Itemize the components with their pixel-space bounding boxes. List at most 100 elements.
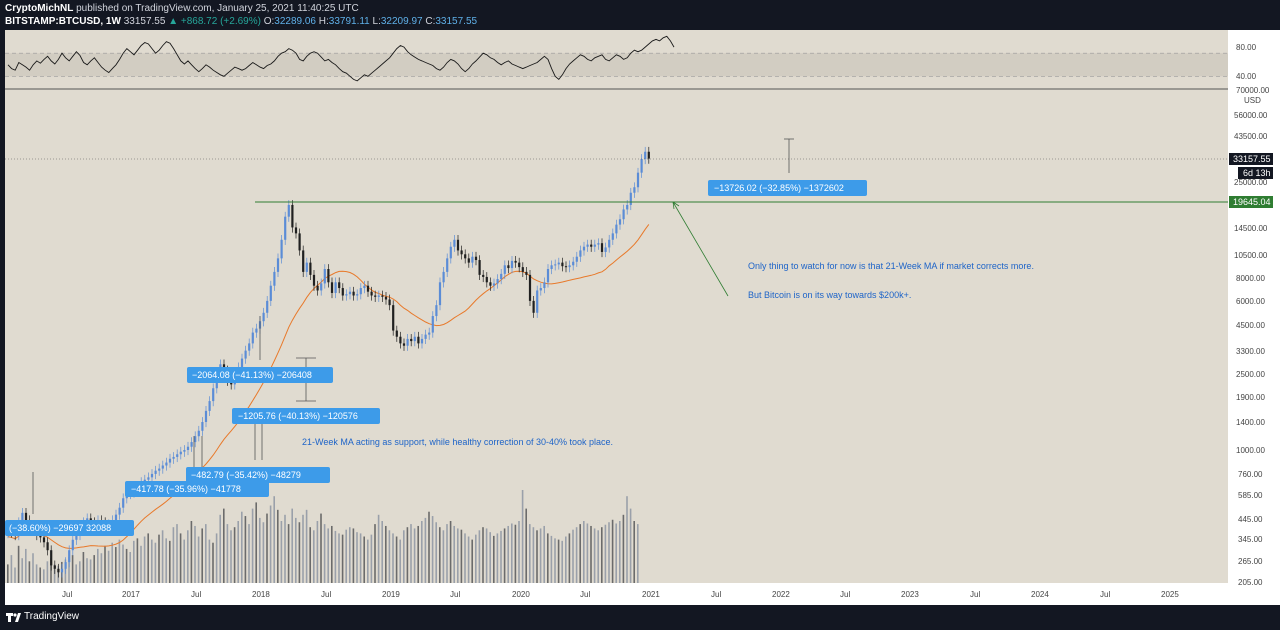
- volume-bar: [197, 536, 200, 583]
- badge-text-3: −1205.76 (−40.13%) −120576: [238, 411, 358, 421]
- volume-bar: [165, 538, 167, 583]
- candle-body: [68, 550, 71, 563]
- brand-name[interactable]: TradingView: [24, 611, 80, 622]
- candle-body: [154, 470, 157, 474]
- volume-bar: [28, 561, 31, 583]
- candle: [212, 383, 215, 407]
- candle-body: [626, 204, 629, 210]
- volume-bar: [237, 521, 239, 583]
- candle-body: [618, 219, 622, 225]
- candle-body: [496, 279, 499, 284]
- price-tick-56000: 56000.00: [1234, 111, 1268, 120]
- last-price-tag: 33157.55: [1233, 154, 1271, 164]
- candle: [154, 465, 157, 480]
- candle-body: [597, 243, 600, 245]
- candle: [316, 280, 319, 296]
- note-ma-watch: Only thing to watch for now is that 21-W…: [748, 261, 1034, 271]
- price-tick-4500: 4500.00: [1236, 321, 1265, 330]
- candle: [424, 329, 427, 345]
- volume-bar: [377, 514, 380, 583]
- candle: [597, 238, 600, 250]
- volume-bar: [280, 521, 283, 583]
- candle: [644, 146, 647, 165]
- candle: [186, 441, 190, 456]
- candle: [366, 280, 370, 297]
- candle-body: [600, 243, 604, 252]
- candle-body: [399, 336, 402, 344]
- volume-bar: [298, 522, 301, 583]
- candle-body: [359, 288, 362, 295]
- volume-bar: [111, 542, 113, 583]
- annotation-badge-4[interactable]: −482.79 (−35.42%) −48279: [186, 467, 330, 483]
- volume-bar: [590, 525, 592, 583]
- annotation-badge-5[interactable]: −417.78 (−35.96%) −41778: [125, 481, 269, 497]
- candle: [543, 277, 546, 294]
- volume-bar: [194, 525, 196, 583]
- high-label: H:: [318, 16, 329, 27]
- candle-body: [435, 305, 438, 317]
- tradingview-logo-icon[interactable]: [6, 611, 22, 623]
- volume-bar: [154, 542, 157, 583]
- annotation-badge-2[interactable]: −2064.08 (−41.13%) −206408: [187, 367, 333, 383]
- volume-bar: [187, 530, 189, 583]
- volume-bar: [633, 521, 635, 583]
- arrow-line: [672, 201, 729, 297]
- candle-body: [291, 204, 294, 228]
- candle: [287, 200, 290, 222]
- volume-bar: [233, 527, 236, 583]
- candle-body: [244, 350, 247, 359]
- candle: [514, 256, 517, 268]
- volume-bar: [395, 536, 398, 583]
- author-name[interactable]: CryptoMichNL: [5, 3, 74, 14]
- volume-bar: [482, 527, 484, 583]
- volume-bar: [518, 521, 520, 583]
- close-value: 33157.55: [435, 16, 478, 27]
- candle-body: [161, 465, 164, 469]
- volume-bar: [363, 536, 365, 583]
- volume-bar: [615, 523, 617, 583]
- annotation-badge-3[interactable]: −1205.76 (−40.13%) −120576: [232, 408, 380, 424]
- publish-line: CryptoMichNL published on TradingView.co…: [5, 3, 359, 14]
- price-chart[interactable]: −13726.02 (−32.85%) −1372602 −2064.08 (−…: [0, 30, 1280, 605]
- candle: [251, 327, 254, 349]
- volume-bar: [352, 528, 355, 583]
- candle: [320, 278, 323, 296]
- price-tick-3300: 3300.00: [1236, 347, 1265, 356]
- volume-bar: [226, 524, 229, 583]
- candle-body: [536, 290, 539, 313]
- volume-bar: [136, 538, 139, 583]
- candle-body: [165, 462, 168, 466]
- candle-body: [208, 401, 211, 411]
- candle: [510, 256, 514, 274]
- candle-body: [75, 535, 78, 540]
- volume-bar: [79, 561, 81, 583]
- volume-bar: [449, 521, 452, 583]
- volume-bar: [475, 534, 477, 583]
- annotation-badge-6[interactable]: (−38.60%) −29697 32088: [5, 520, 134, 536]
- symbol-label[interactable]: BITSTAMP:BTCUSD, 1W: [5, 16, 121, 27]
- annotation-badge-1[interactable]: −13726.02 (−32.85%) −1372602: [708, 180, 867, 196]
- candle: [503, 260, 506, 280]
- price-axis: 70000.00 USD 56000.00 43500.00 33157.55 …: [1229, 86, 1273, 587]
- candle-body: [420, 338, 424, 344]
- candle-body: [114, 514, 118, 521]
- candle: [345, 289, 348, 301]
- candle: [539, 283, 542, 296]
- rsi-line[interactable]: [7, 35, 675, 82]
- volume-bar: [493, 535, 495, 583]
- candle-body: [406, 338, 409, 346]
- volume-bar: [118, 539, 121, 583]
- candle-body: [46, 542, 49, 551]
- candle: [615, 219, 618, 239]
- volume-bar: [201, 528, 203, 583]
- candle-body: [370, 291, 373, 296]
- rsi-panel[interactable]: [5, 35, 1228, 82]
- candle-body: [42, 537, 46, 543]
- candle: [590, 239, 593, 252]
- candle-body: [485, 276, 488, 283]
- candle-body: [60, 568, 64, 573]
- candle: [262, 307, 265, 327]
- time-tick-2017: 2017: [122, 590, 140, 599]
- volume-bar: [176, 524, 178, 583]
- chart-canvas: [5, 30, 1228, 583]
